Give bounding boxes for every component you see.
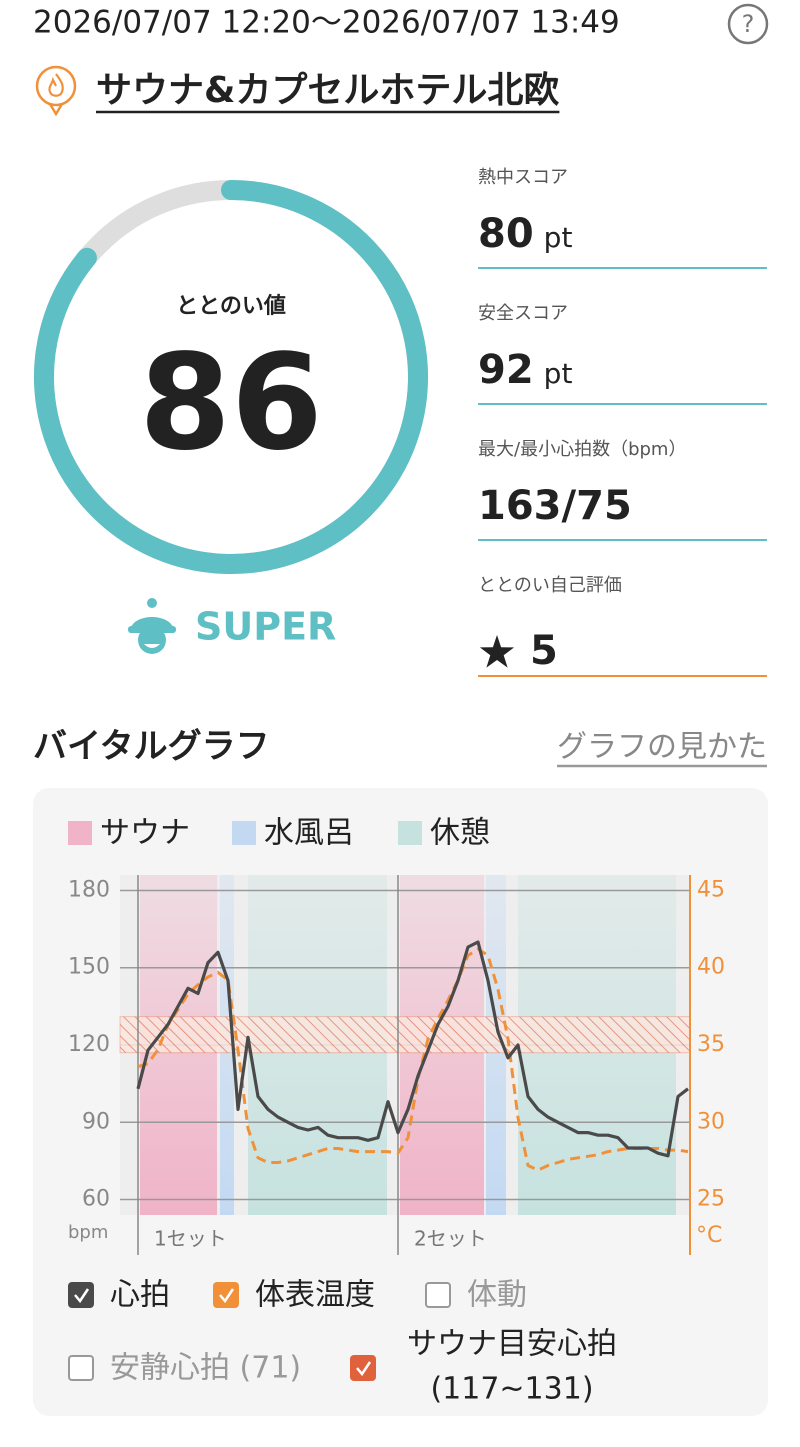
checkbox-checked[interactable] [213, 1282, 239, 1308]
checkmark [356, 1361, 372, 1377]
score-label: ととのい値 [176, 294, 286, 319]
toggle-label: (117~131) [430, 1372, 593, 1407]
legend-swatch [232, 821, 256, 845]
set-label: 1セット [154, 1227, 227, 1251]
score-value: 86 [139, 326, 323, 480]
metric-value: 92 [478, 347, 534, 393]
y-axis-title: bpm [68, 1222, 108, 1243]
section-title: バイタルグラフ [33, 727, 270, 767]
rank-icon [128, 598, 176, 654]
rank-label: SUPER [195, 605, 336, 649]
checkbox-unchecked[interactable] [68, 1355, 94, 1381]
set-label: 2セット [414, 1227, 487, 1251]
checkbox-checked[interactable] [350, 1355, 376, 1381]
legend-swatch [398, 821, 422, 845]
gauge-arc [34, 180, 428, 574]
toggle-label: サウナ目安心拍 [407, 1327, 617, 1362]
legend-swatch [68, 821, 92, 845]
checkbox-unchecked[interactable] [425, 1282, 451, 1308]
checkmark [219, 1288, 235, 1304]
toggle-label: 体動 [467, 1278, 527, 1313]
y2-tick-label: 45 [697, 877, 725, 902]
y2-axis-title: °C [696, 1223, 722, 1248]
y2-tick-label: 40 [697, 955, 725, 980]
metric-value: 80 [478, 211, 534, 257]
y2-tick-label: 25 [697, 1187, 725, 1212]
metric-unit: pt [544, 221, 573, 254]
y-tick-label: 120 [68, 1032, 110, 1057]
howto-link[interactable]: グラフの見かた [557, 730, 767, 765]
target-band [119, 1016, 691, 1054]
metric-value: 5 [530, 628, 558, 674]
metric-label: 最大/最小心拍数（bpm） [478, 439, 686, 460]
star-icon [479, 635, 515, 668]
y2-tick-label: 30 [697, 1109, 725, 1134]
checkmark [74, 1288, 90, 1304]
legend-label: 休憩 [430, 816, 490, 851]
facility-name[interactable]: サウナ&カプセルホテル北欧 [96, 70, 559, 111]
metric-unit: pt [544, 357, 573, 390]
metric-label: 安全スコア [478, 303, 568, 324]
toggle-label: 体表温度 [255, 1278, 375, 1313]
y-tick-label: 60 [82, 1187, 110, 1212]
y-tick-label: 180 [68, 877, 110, 902]
session-datetime: 2026/07/07 12:20〜2026/07/07 13:49 [33, 5, 620, 41]
metric-label: ととのい自己評価 [478, 575, 622, 596]
help-icon[interactable] [727, 3, 769, 45]
legend-label: サウナ [100, 816, 190, 851]
toggle-label: 安静心拍 (71) [110, 1351, 301, 1386]
legend-label: 水風呂 [264, 816, 354, 851]
checkbox-checked[interactable] [68, 1282, 94, 1308]
series-line [136, 940, 689, 1158]
y-tick-label: 150 [68, 955, 110, 980]
metric-label: 熱中スコア [478, 167, 568, 188]
metric-value: 163/75 [478, 483, 632, 529]
y-tick-label: 90 [82, 1109, 110, 1134]
help-text[interactable]: ? [742, 10, 755, 38]
y2-tick-label: 35 [697, 1032, 725, 1057]
toggle-label: 心拍 [110, 1278, 170, 1313]
facility-icon [35, 65, 77, 117]
